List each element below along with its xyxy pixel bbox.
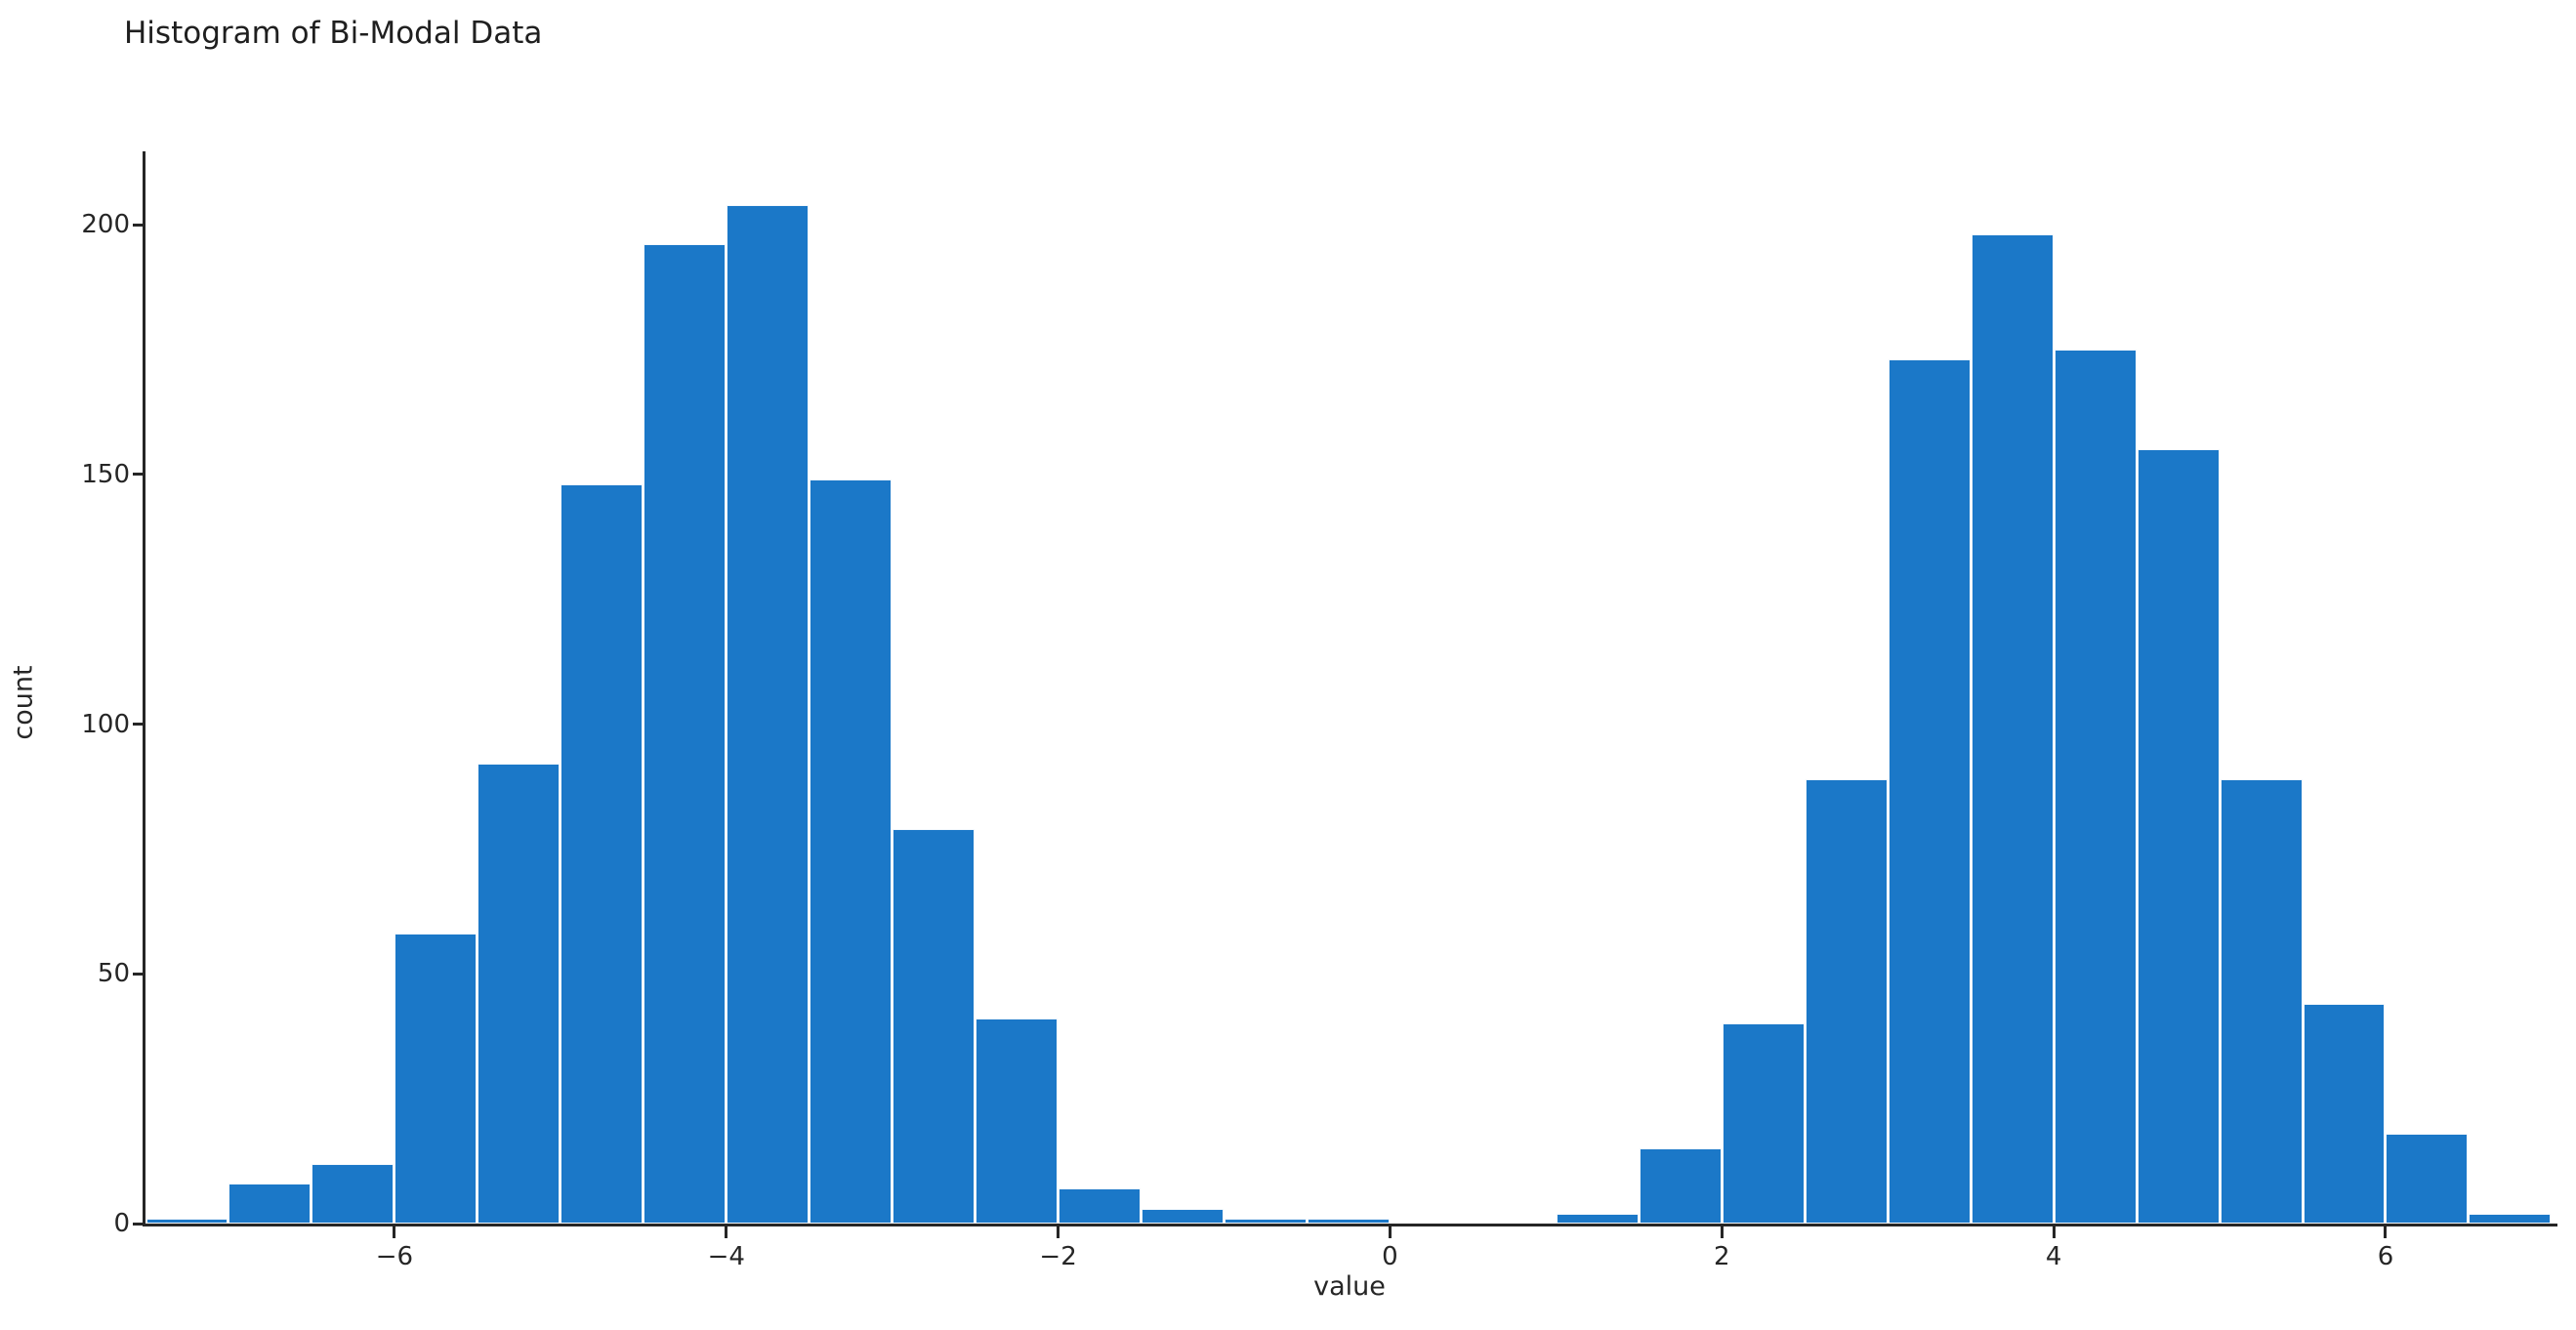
x-axis-label: value (1313, 1271, 1386, 1302)
y-axis-spine (143, 151, 145, 1226)
histogram-bar (1805, 778, 1888, 1224)
histogram-bar (145, 1218, 229, 1224)
histogram-bar (2469, 1213, 2552, 1224)
y-tick-label: 100 (81, 709, 130, 739)
histogram-bar (810, 478, 893, 1224)
histogram-bar (1639, 1148, 1722, 1224)
histogram-bar (395, 934, 478, 1224)
histogram-bar (561, 483, 644, 1224)
histogram-bar (893, 828, 976, 1224)
x-tick-mark (725, 1226, 728, 1238)
x-tick-mark (2052, 1226, 2056, 1238)
x-tick-label: −2 (1039, 1242, 1077, 1271)
y-tick-label: 0 (113, 1209, 130, 1238)
histogram-bar (1971, 234, 2054, 1224)
histogram-bar (2303, 1003, 2386, 1224)
histogram-bar (1225, 1218, 1307, 1224)
y-tick-mark (133, 1222, 144, 1226)
histogram-bar (1888, 359, 1971, 1224)
histogram-bar (312, 1163, 395, 1224)
histogram-bar (2220, 778, 2303, 1224)
histogram-bar (1307, 1218, 1390, 1224)
histogram-bar (229, 1184, 312, 1224)
histogram-bar (2054, 349, 2137, 1224)
x-tick-label: −4 (707, 1242, 745, 1271)
histogram-bar (2386, 1133, 2469, 1224)
histogram-bar (976, 1018, 1059, 1224)
histogram-bar (478, 764, 561, 1224)
y-tick-mark (133, 223, 144, 227)
y-tick-label: 50 (97, 959, 130, 989)
x-tick-label: 4 (2045, 1242, 2062, 1271)
x-tick-mark (1388, 1226, 1392, 1238)
x-tick-mark (393, 1226, 396, 1238)
y-tick-label: 150 (81, 459, 130, 489)
x-tick-label: 2 (1713, 1242, 1730, 1271)
y-tick-mark (133, 972, 144, 976)
x-tick-label: −6 (375, 1242, 414, 1271)
y-tick-label: 200 (81, 210, 130, 239)
y-tick-mark (133, 473, 144, 477)
x-axis-spine (143, 1224, 2557, 1226)
y-axis-label: count (8, 665, 39, 740)
histogram-bar (727, 204, 810, 1224)
x-tick-label: 6 (2377, 1242, 2394, 1271)
y-tick-mark (133, 723, 144, 726)
histogram-bar (644, 244, 727, 1224)
x-tick-mark (2384, 1226, 2388, 1238)
x-tick-label: 0 (1382, 1242, 1398, 1271)
histogram-bar (1059, 1188, 1142, 1224)
histogram-bar (1142, 1208, 1224, 1224)
x-tick-mark (1057, 1226, 1060, 1238)
histogram-bar (1556, 1213, 1639, 1224)
chart-title: Histogram of Bi-Modal Data (124, 16, 543, 51)
histogram-bar (2137, 449, 2220, 1224)
histogram-bar (1722, 1023, 1805, 1224)
x-tick-mark (1720, 1226, 1724, 1238)
